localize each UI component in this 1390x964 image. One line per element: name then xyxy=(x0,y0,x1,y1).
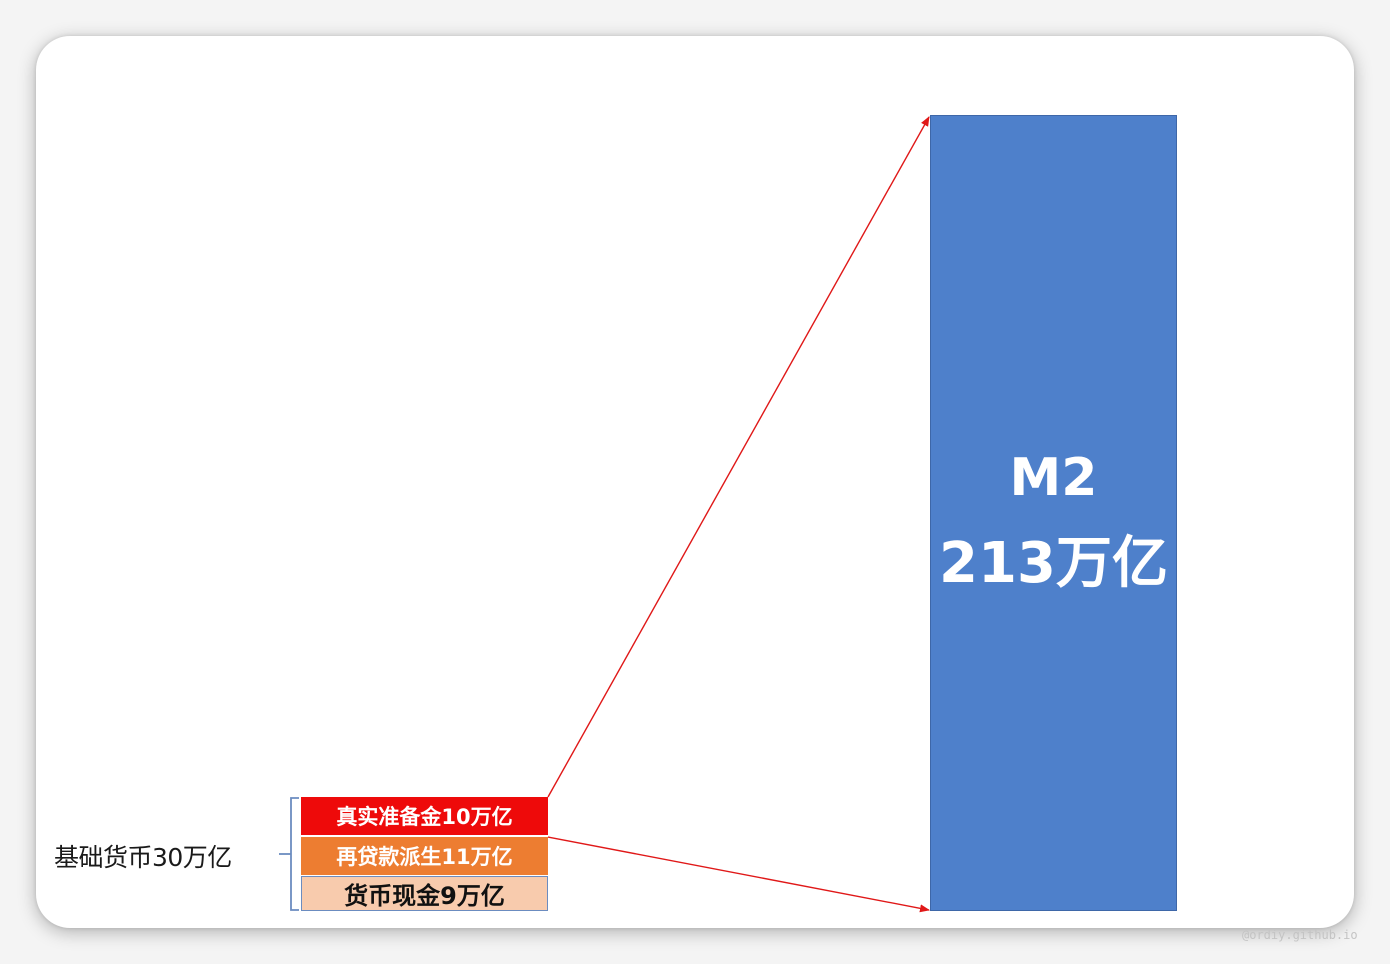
arrow-to-m2-bottom xyxy=(547,836,930,913)
relending-box: 再贷款派生11万亿 xyxy=(301,837,548,875)
currency-cash-box: 货币现金9万亿 xyxy=(301,876,548,911)
bracket xyxy=(290,797,299,911)
m2-bar xyxy=(930,115,1177,911)
m2-value: 213万亿 xyxy=(939,531,1168,596)
reserve-box: 真实准备金10万亿 xyxy=(301,797,548,835)
watermark: @ordiy.github.io xyxy=(1242,928,1358,942)
m2-name: M2 xyxy=(1009,448,1098,508)
arrow-to-m2-top xyxy=(547,116,930,798)
base-money-label: 基础货币30万亿 xyxy=(54,843,232,872)
